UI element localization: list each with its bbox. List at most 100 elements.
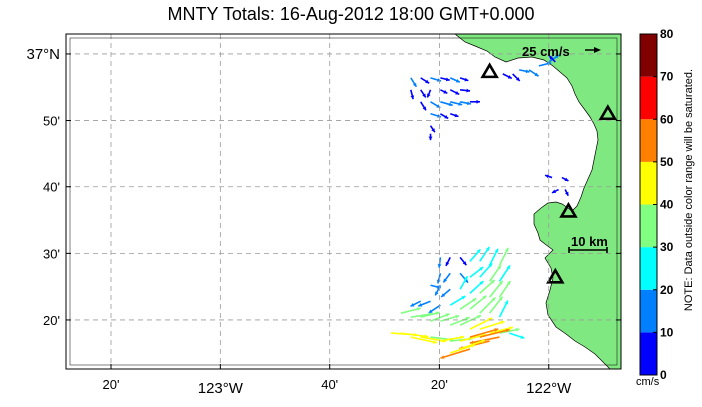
current-vector [450,101,463,106]
current-vector [445,256,451,267]
x-tick-label: 20' [103,377,120,392]
current-vector [417,300,431,307]
current-vector [459,101,471,106]
reference-vector-label: 25 cm/s [522,44,570,59]
current-vector [561,176,569,182]
map-title: MNTY Totals: 16-Aug-2012 18:00 GMT+0.000 [167,4,535,24]
current-vector [502,73,513,80]
radar-stations [480,62,618,284]
y-tick-label: 40' [43,180,60,195]
current-vector [499,327,520,334]
x-tick-label: 40' [321,377,338,392]
current-vector [564,189,569,197]
current-vector [459,297,477,310]
current-vector [459,314,482,326]
y-tick-label: 37°N [26,46,60,63]
current-vector [509,332,525,339]
current-vector [440,335,465,342]
current-vector [469,99,480,104]
current-vector [479,328,510,338]
x-tick-label: 20' [431,377,448,392]
reference-vector-arrowhead [594,47,601,53]
current-vector [440,288,451,298]
current-vector [410,336,438,344]
map-water [66,34,621,369]
current-vector [548,54,560,63]
current-vector [440,348,471,359]
current-vector [469,248,482,262]
radar-station-marker [559,201,578,218]
current-vector [489,280,504,298]
current-vector [400,307,421,314]
current-vector [410,77,418,88]
colorbar-tick-label: 10 [660,325,674,339]
current-vector [449,295,466,306]
current-vector [440,77,450,82]
current-vector [459,275,469,290]
current-vector [449,77,461,83]
current-vector [469,295,487,310]
colorbar-tick-label: 50 [660,155,674,169]
colorbar-segment [640,332,657,375]
current-vector [410,300,422,308]
y-tick-label: 20' [43,313,60,328]
radar-station-marker [598,104,618,121]
map-frame [65,33,622,370]
current-vector [498,280,511,298]
current-vector [410,89,415,100]
scale-bar [568,247,608,253]
current-vector [469,328,499,338]
axis-ticks: 20' 123°W 40' 20' 122°W 37°N 50' 40' 30' 20' [26,46,621,397]
map-frame-inner [69,37,618,366]
grid-lines [66,34,621,369]
colorbar: 0 10 20 30 40 50 60 70 80 [639,27,674,382]
colorbar-segment [640,289,657,333]
colorbar-unit: cm/s [636,376,660,388]
current-vector [498,264,511,282]
current-vector [439,113,449,120]
current-vector [512,73,521,82]
current-vector [426,89,432,98]
current-vector [479,320,505,330]
current-vector [449,113,459,118]
current-vector [449,316,470,326]
current-vector [459,88,471,93]
current-vector [519,69,530,74]
current-vector [459,256,467,266]
x-tick-label: 123°W [198,380,244,397]
colorbar-tick-label: 0 [660,368,667,382]
colorbar-tick-label: 80 [660,27,674,41]
current-vector [479,246,491,262]
current-vector [528,69,539,77]
current-vector [430,313,450,322]
colorbar-tick-label: 20 [660,283,674,297]
current-vector [459,77,469,82]
current-vector [479,296,497,314]
current-vector [429,125,436,133]
current-vector [488,248,499,266]
current-vector [498,247,509,266]
current-vector [420,311,440,318]
current-vector [488,264,502,282]
current-vector [428,304,441,314]
current-vector [489,296,504,314]
radar-station-marker [546,267,565,284]
current-vector [420,89,427,98]
current-vector [428,133,433,141]
x-tick-label: 122°W [526,380,572,397]
radar-station-marker [480,62,499,79]
colorbar-tick-label: 70 [660,70,674,84]
scale-bar-label: 10 km [571,234,608,249]
current-vector [420,77,430,84]
colorbar-segment [640,161,657,205]
colorbar-tick-label: 30 [660,240,674,254]
current-vector [544,174,553,179]
colorbar-segment [640,76,657,120]
current-vector [489,326,514,334]
current-vector [479,279,496,294]
y-tick-label: 50' [43,114,60,129]
colorbar-note: NOTE: Data outside color range will be s… [683,68,695,312]
current-vector [548,55,556,63]
current-vector [498,300,509,318]
